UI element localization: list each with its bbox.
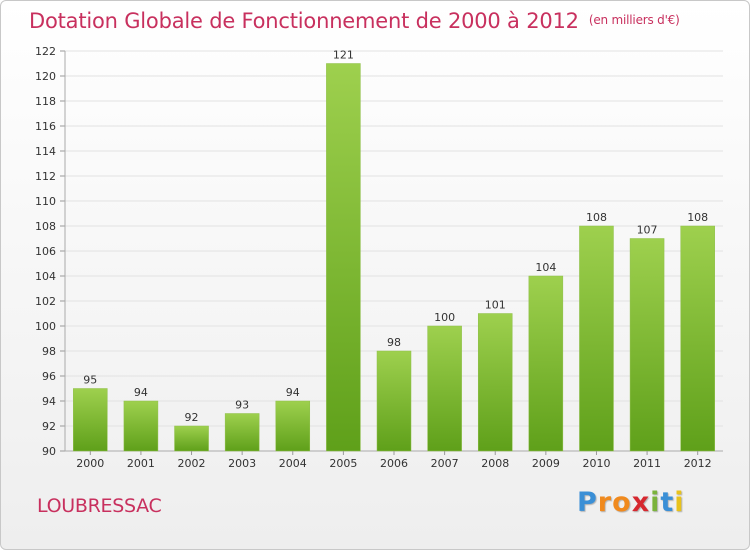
y-tick-label: 120 [35,70,56,83]
data-label-2000: 95 [83,374,97,387]
bar-2010 [579,225,614,452]
logo-letter: r [597,487,613,518]
x-tick-label-2001: 2001 [127,457,155,470]
y-tick-label: 106 [35,245,56,258]
bar-2011 [629,238,665,452]
y-tick-label: 108 [35,220,56,233]
y-tick-label: 96 [42,370,56,383]
y-tick-label: 104 [35,270,56,283]
y-tick-label: 94 [42,395,56,408]
x-tick-label-2009: 2009 [532,457,560,470]
x-tick-label-2002: 2002 [178,457,206,470]
data-label-2002: 92 [185,411,199,424]
data-label-2006: 98 [387,336,401,349]
y-tick-label: 92 [42,420,56,433]
x-tick-label-2012: 2012 [684,457,712,470]
data-label-2004: 94 [286,386,300,399]
bar-2000 [73,388,108,452]
y-tick-label: 90 [42,445,56,458]
bar-2004 [275,400,311,452]
bar-2006 [376,350,412,452]
x-tick-label-2010: 2010 [582,457,610,470]
bar-2002 [174,425,209,452]
data-label-2005: 121 [333,49,354,62]
logo-letter: i [650,487,661,518]
bar-2007 [427,325,462,452]
data-label-2011: 107 [637,224,658,237]
commune-name: LOUBRESSAC [37,495,162,517]
logo-letter: x [631,487,651,518]
y-tick-label: 110 [35,195,56,208]
data-label-2012: 108 [687,211,708,224]
bar-2003 [224,413,260,452]
y-tick-label: 122 [35,45,56,58]
y-tick-label: 116 [35,120,56,133]
x-tick-label-2011: 2011 [633,457,661,470]
x-tick-label-2004: 2004 [279,457,307,470]
x-tick-label-2008: 2008 [481,457,509,470]
y-tick-label: 102 [35,295,56,308]
x-tick-label-2007: 2007 [431,457,459,470]
logo-letter: P [577,487,598,518]
data-label-2008: 101 [485,299,506,312]
x-tick-label-2005: 2005 [329,457,357,470]
data-label-2003: 93 [235,399,249,412]
logo-letter: i [674,487,685,518]
proxiti-logo: Proxiti [577,487,685,518]
logo-letter: o [612,487,632,518]
y-tick-label: 118 [35,95,56,108]
bar-2008 [477,313,513,452]
x-tick-label-2003: 2003 [228,457,256,470]
y-tick-label: 98 [42,345,56,358]
x-tick-label-2006: 2006 [380,457,408,470]
chart-title: Dotation Globale de Fonctionnement de 20… [29,9,680,33]
y-tick-label: 114 [35,145,56,158]
y-tick-label: 112 [35,170,56,183]
bar-2001 [123,400,159,452]
data-label-2007: 100 [434,311,455,324]
chart-title-text: Dotation Globale de Fonctionnement de 20… [29,9,579,33]
logo-letter: t [660,487,675,518]
data-label-2009: 104 [535,261,556,274]
data-label-2001: 94 [134,386,148,399]
chart-subtitle: (en milliers d'€) [588,13,680,27]
bar-2009 [528,275,564,452]
x-tick-label-2000: 2000 [76,457,104,470]
data-label-2010: 108 [586,211,607,224]
bar-2012 [680,225,715,452]
y-tick-label: 100 [35,320,56,333]
bar-2005 [326,63,361,452]
